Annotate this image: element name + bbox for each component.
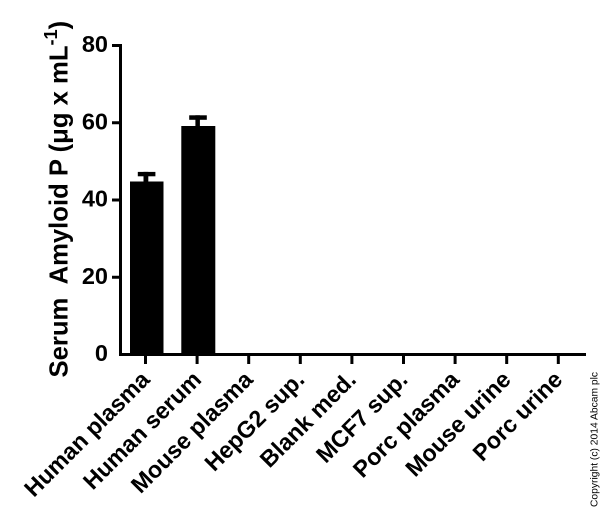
svg-text:20: 20 (82, 263, 108, 289)
svg-text:80: 80 (82, 31, 108, 57)
svg-text:60: 60 (82, 108, 108, 134)
svg-text:Copyright (c) 2014 Abcam plc: Copyright (c) 2014 Abcam plc (590, 372, 600, 507)
svg-text:40: 40 (82, 186, 108, 212)
svg-text:0: 0 (95, 340, 108, 366)
svg-text:Serum Amyloid P (μg x mL-1): Serum Amyloid P (μg x mL-1) (41, 21, 74, 378)
